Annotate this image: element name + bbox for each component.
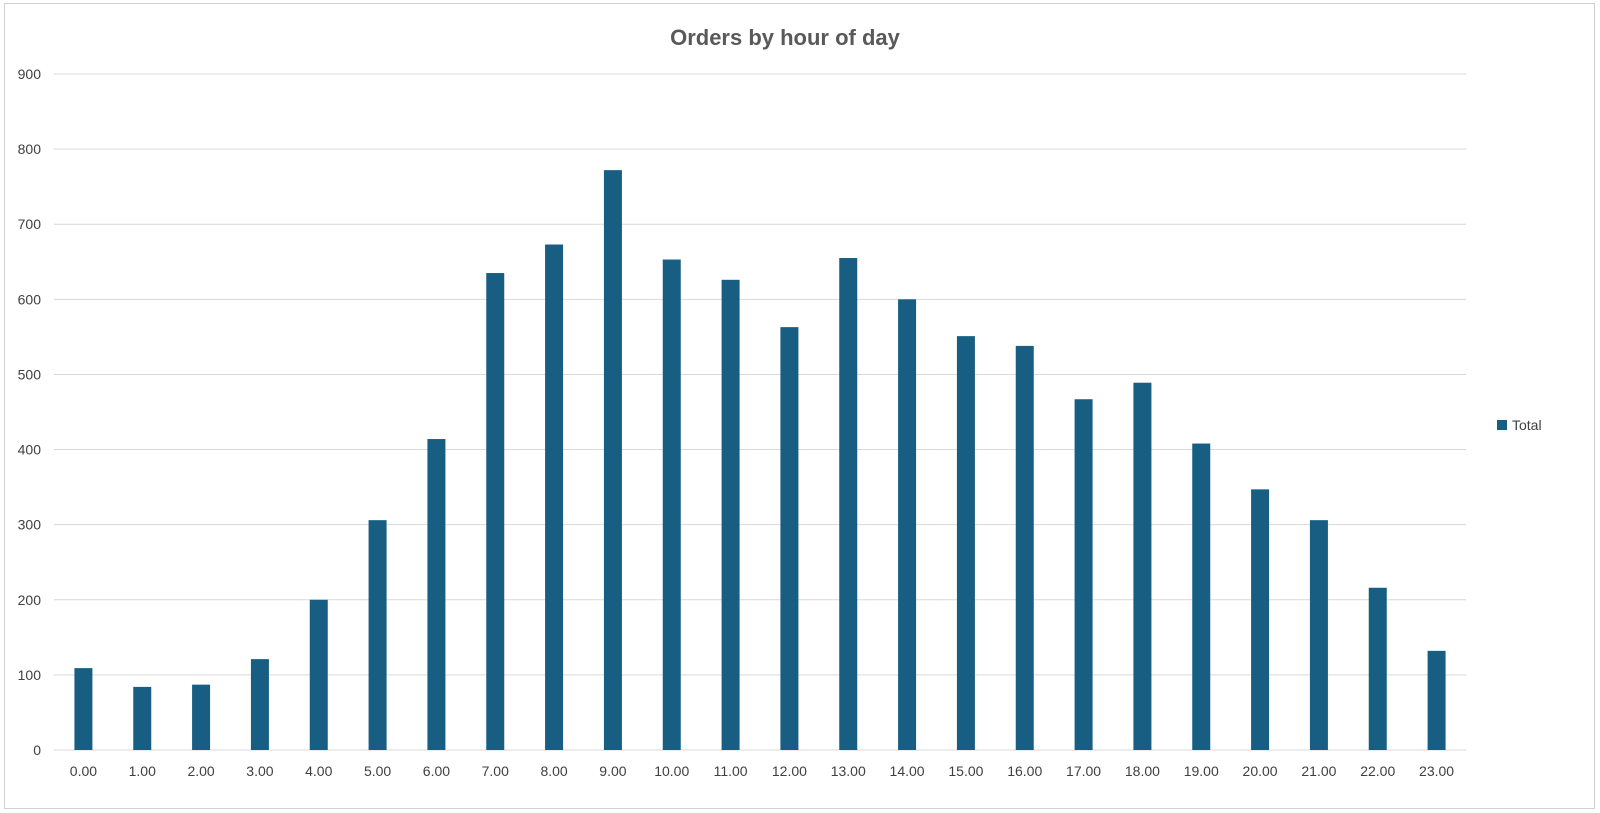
bar-9-00 [603, 170, 622, 751]
x-tick-label: 7.00 [482, 763, 509, 779]
x-tick-label: 22.00 [1360, 763, 1395, 779]
bar-18-00 [1133, 382, 1152, 750]
bar-10-00 [662, 259, 681, 750]
x-tick-label: 18.00 [1125, 763, 1160, 779]
y-tick-label: 0 [33, 742, 41, 758]
bar-4-00 [309, 599, 328, 750]
legend: Total [1497, 417, 1542, 433]
legend-label-total: Total [1512, 417, 1542, 433]
x-tick-label: 23.00 [1419, 763, 1454, 779]
y-tick-label: 500 [18, 366, 42, 382]
x-tick-label: 4.00 [305, 763, 332, 779]
y-tick-label: 400 [18, 442, 42, 458]
legend-swatch-total [1497, 420, 1507, 430]
x-axis-ticks: 0.00 1.00 2.00 3.00 4.00 5.00 6.00 7.00 8.00 9.00… [70, 763, 1455, 779]
y-tick-label: 900 [18, 66, 42, 82]
y-tick-label: 100 [18, 667, 42, 683]
x-tick-label: 2.00 [187, 763, 214, 779]
y-tick-label: 800 [18, 141, 42, 157]
chart-frame: Orders by hour of day 0 100 200 300 400 500 60… [4, 3, 1595, 809]
bar-17-00 [1074, 399, 1093, 750]
gridlines [54, 73, 1466, 751]
bar-8-00 [545, 244, 564, 750]
bar-19-00 [1192, 443, 1211, 750]
bar-16-00 [1015, 345, 1034, 750]
y-tick-label: 700 [18, 216, 42, 232]
x-tick-label: 6.00 [423, 763, 450, 779]
x-tick-label: 10.00 [654, 763, 689, 779]
x-tick-label: 1.00 [129, 763, 156, 779]
x-tick-label: 11.00 [714, 763, 748, 779]
bar-15-00 [956, 336, 975, 750]
y-tick-label: 200 [18, 592, 42, 608]
x-tick-label: 12.00 [772, 763, 807, 779]
y-tick-label: 600 [18, 291, 42, 307]
x-tick-label: 20.00 [1243, 763, 1278, 779]
y-tick-label: 300 [18, 517, 42, 533]
bar-6-00 [427, 439, 446, 750]
x-tick-label: 13.00 [831, 763, 866, 779]
bar-22-00 [1368, 587, 1387, 750]
x-tick-label: 0.00 [70, 763, 97, 779]
bar-7-00 [486, 273, 505, 750]
bar-3-00 [250, 659, 269, 750]
x-tick-label: 21.00 [1301, 763, 1336, 779]
bar-23-00 [1427, 650, 1446, 750]
x-tick-label: 5.00 [364, 763, 391, 779]
x-tick-label: 15.00 [948, 763, 983, 779]
x-tick-label: 8.00 [540, 763, 567, 779]
bar-12-00 [780, 327, 799, 750]
x-tick-label: 16.00 [1007, 763, 1042, 779]
bars [74, 170, 1446, 751]
x-tick-label: 3.00 [246, 763, 273, 779]
bar-2-00 [192, 684, 211, 750]
bar-0-00 [74, 668, 93, 750]
chart-svg: Orders by hour of day 0 100 200 300 400 500 60… [18, 25, 1542, 779]
x-tick-label: 19.00 [1184, 763, 1219, 779]
chart-title: Orders by hour of day [670, 25, 901, 50]
x-tick-label: 9.00 [599, 763, 626, 779]
y-axis-ticks: 0 100 200 300 400 500 600 700 800 900 [18, 66, 42, 758]
bar-13-00 [839, 258, 858, 750]
bar-20-00 [1251, 489, 1270, 750]
bar-1-00 [133, 686, 152, 750]
bar-11-00 [721, 279, 740, 750]
x-tick-label: 17.00 [1066, 763, 1101, 779]
bar-14-00 [898, 299, 917, 750]
bar-21-00 [1309, 520, 1328, 750]
x-tick-label: 14.00 [890, 763, 925, 779]
bar-5-00 [368, 520, 387, 750]
